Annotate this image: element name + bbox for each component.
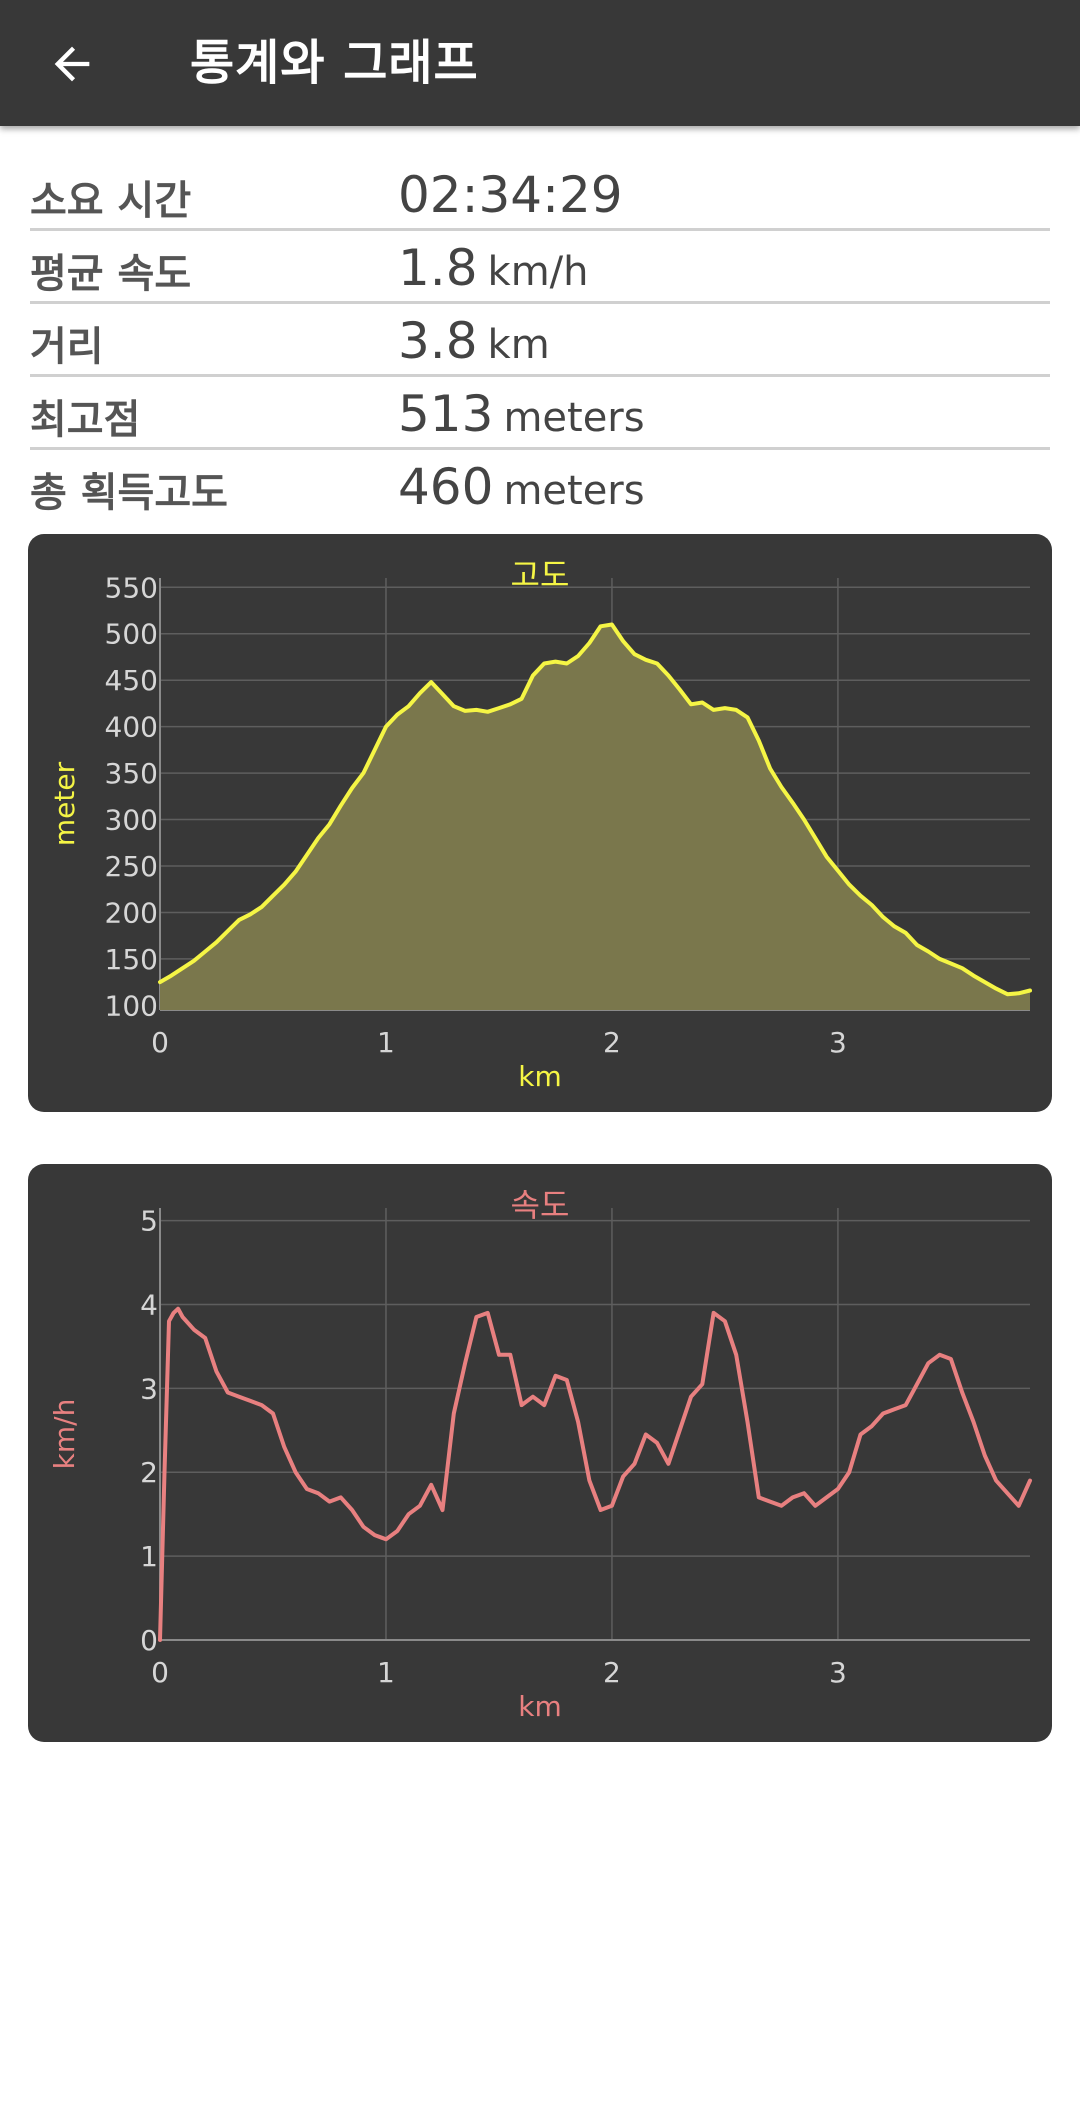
stat-number: 1.8 (398, 239, 478, 297)
elevation-chart-panel: 100 150 200 250 300 350 400 450 500 550 0 1 2 3 고도 km me… (28, 534, 1052, 1112)
stat-unit: km/h (487, 249, 589, 295)
y-tick-label: 3 (140, 1372, 158, 1405)
stat-unit: km (487, 322, 550, 368)
y-tick-label: 5 (140, 1205, 158, 1238)
stat-label: 최고점 (30, 397, 141, 443)
stat-value: 460 meters (398, 458, 645, 516)
stat-row-avg-speed: 평균 속도 1.8 km/h (30, 231, 1050, 304)
stat-label: 총 획득고도 (30, 470, 228, 516)
x-tick-label: 2 (603, 1026, 621, 1059)
speed-chart: 0 1 2 3 4 5 0 1 2 3 속도 km km/h (48, 1186, 1032, 1723)
y-tick-label: 100 (105, 989, 158, 1022)
x-tick-label: 0 (151, 1026, 169, 1059)
y-tick-label: 500 (105, 618, 158, 651)
stat-unit: meters (503, 395, 645, 441)
stat-row-distance: 거리 3.8 km (30, 304, 1050, 377)
series-line (158, 1306, 1032, 1642)
stat-unit: meters (503, 468, 645, 514)
x-tick-label: 0 (151, 1656, 169, 1689)
stat-row-max-elevation: 최고점 513 meters (30, 377, 1050, 450)
stat-number: 3.8 (398, 312, 478, 370)
stat-label: 거리 (30, 324, 104, 370)
y-tick-label: 550 (105, 571, 158, 604)
stat-value: 1.8 km/h (398, 239, 589, 297)
x-tick-label: 3 (829, 1026, 847, 1059)
speed-chart-panel: 0 1 2 3 4 5 0 1 2 3 속도 km km/h (28, 1164, 1052, 1742)
stat-number: 460 (398, 458, 494, 516)
y-tick-label: 4 (140, 1288, 158, 1321)
app-bar: 통계와 그래프 (0, 0, 1080, 126)
series-line (158, 622, 1032, 997)
x-tick-label: 1 (377, 1656, 395, 1689)
back-button[interactable] (36, 28, 108, 100)
stat-number: 02:34:29 (398, 166, 623, 224)
x-tick-label: 1 (377, 1026, 395, 1059)
elevation-chart: 100 150 200 250 300 350 400 450 500 550 0 1 2 3 고도 km me… (48, 556, 1032, 1093)
stat-row-elevation-gain: 총 획득고도 460 meters (30, 450, 1050, 520)
stat-label: 평균 속도 (30, 251, 192, 297)
stat-value: 513 meters (398, 385, 645, 443)
x-axis-label: km (518, 1690, 562, 1723)
page-title: 통계와 그래프 (190, 35, 479, 91)
y-tick-label: 0 (140, 1624, 158, 1657)
x-tick-label: 2 (603, 1656, 621, 1689)
x-axis-label: km (518, 1060, 562, 1093)
y-tick-label: 250 (105, 850, 158, 883)
y-tick-label: 200 (105, 896, 158, 929)
y-tick-label: 400 (105, 711, 158, 744)
chart-title: 고도 (511, 556, 570, 594)
y-tick-label: 1 (140, 1540, 158, 1573)
y-tick-label: 300 (105, 804, 158, 837)
stat-label: 소요 시간 (30, 178, 192, 224)
stat-value: 02:34:29 (398, 166, 623, 224)
stat-row-duration: 소요 시간 02:34:29 (30, 158, 1050, 231)
stat-number: 513 (398, 385, 494, 443)
y-tick-label: 150 (105, 943, 158, 976)
y-tick-label: 450 (105, 664, 158, 697)
stat-value: 3.8 km (398, 312, 550, 370)
y-axis-label: meter (48, 761, 81, 846)
stats-table: 소요 시간 02:34:29 평균 속도 1.8 km/h 거리 3.8 km 최고… (30, 158, 1050, 520)
y-axis-label: km/h (48, 1399, 81, 1470)
x-tick-label: 3 (829, 1656, 847, 1689)
y-tick-label: 2 (140, 1456, 158, 1489)
y-tick-label: 350 (105, 757, 158, 790)
chart-title: 속도 (511, 1186, 570, 1224)
series-area (160, 624, 1030, 1010)
arrow-left-icon (54, 46, 90, 82)
